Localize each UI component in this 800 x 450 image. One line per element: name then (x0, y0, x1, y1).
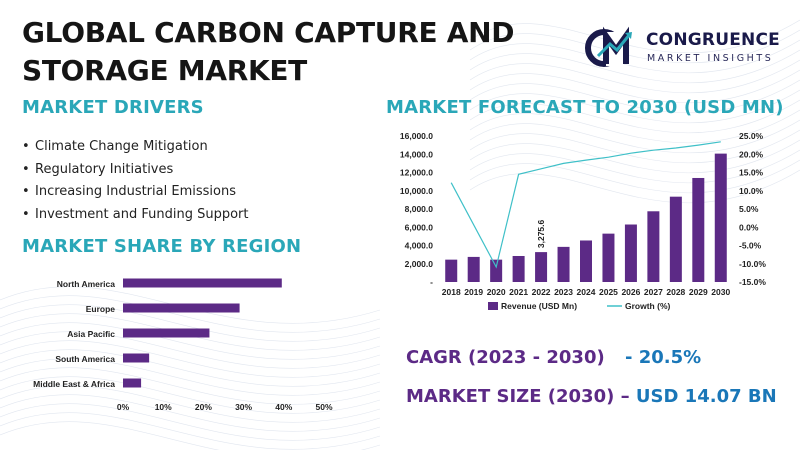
forecast-right-tick-label: 10.0% (739, 186, 764, 196)
page-title-line2: STORAGE MARKET (22, 54, 307, 87)
logo-mark-icon (585, 26, 632, 67)
revenue-bar (669, 196, 682, 282)
drivers-list: • Climate Change Mitigation • Regulatory I… (22, 136, 248, 226)
forecast-year-label: 2020 (487, 287, 506, 297)
cagr-kpi: CAGR (2023 - 2030) - 20.5% (406, 347, 701, 368)
region-bar (123, 303, 240, 313)
forecast-left-tick-label: 12,000.0 (400, 168, 433, 178)
revenue-data-label: 3,275.6 (536, 219, 546, 248)
driver-item: • Investment and Funding Support (22, 206, 249, 222)
logo-tagline: MARKET INSIGHTS (647, 53, 774, 64)
forecast-year-label: 2028 (666, 287, 685, 297)
region-heading: MARKET SHARE BY REGION (22, 236, 302, 257)
driver-item: • Climate Change Mitigation (22, 139, 208, 154)
market-size-value: USD 14.07 BN (635, 386, 777, 407)
region-x-tick-label: 40% (275, 402, 292, 412)
region-category-label: North America (57, 279, 116, 289)
region-x-tick-label: 30% (235, 402, 252, 412)
cagr-label: CAGR (2023 - 2030) (406, 347, 605, 368)
forecast-year-label: 2026 (621, 287, 640, 297)
forecast-left-tick-label: 16,000.0 (400, 131, 433, 141)
growth-line (450, 141, 721, 269)
revenue-bar (714, 153, 727, 282)
region-x-tick-label: 50% (315, 402, 332, 412)
revenue-bar (647, 211, 660, 282)
revenue-bar (512, 255, 525, 282)
legend-growth-label: Growth (%) (625, 301, 670, 311)
driver-item: • Increasing Industrial Emissions (22, 184, 236, 199)
forecast-year-label: 2023 (554, 287, 573, 297)
region-bar (123, 278, 282, 288)
forecast-year-label: 2021 (509, 287, 528, 297)
revenue-bar (445, 259, 458, 282)
region-category-label: Europe (86, 304, 116, 314)
forecast-year-label: 2030 (711, 287, 730, 297)
cagr-value: - 20.5% (624, 347, 702, 368)
region-category-label: Asia Pacific (67, 329, 115, 339)
region-x-tick-label: 10% (155, 402, 172, 412)
forecast-left-tick-label: 10,000.0 (400, 186, 433, 196)
forecast-left-tick-label: 8,000.0 (405, 204, 434, 214)
forecast-left-tick-label: 14,000.0 (400, 149, 433, 159)
forecast-right-tick-label: 15.0% (739, 168, 764, 178)
forecast-right-tick-label: 25.0% (739, 131, 764, 141)
revenue-bar (692, 177, 705, 282)
forecast-right-tick-label: -5.0% (739, 241, 762, 251)
forecast-year-label: 2027 (644, 287, 663, 297)
market-size-label: MARKET SIZE (2030) (406, 386, 615, 407)
forecast-right-tick-label: 20.0% (739, 149, 764, 159)
forecast-year-label: 2019 (464, 287, 483, 297)
drivers-heading: MARKET DRIVERS (22, 97, 204, 118)
region-bar (123, 328, 210, 338)
revenue-bar (490, 259, 503, 282)
forecast-right-tick-label: 0.0% (739, 222, 759, 232)
forecast-right-tick-label: -15.0% (739, 277, 766, 287)
revenue-bar (580, 240, 592, 282)
revenue-bar (535, 252, 548, 282)
forecast-year-label: 2024 (577, 287, 596, 297)
legend-revenue-label: Revenue (USD Mn) (501, 301, 577, 311)
forecast-left-tick-label: - (430, 277, 433, 287)
forecast-right-tick-label: 5.0% (739, 204, 759, 214)
region-category-label: Middle East & Africa (33, 379, 115, 389)
forecast-heading: MARKET FORECAST TO 2030 (USD MN) (386, 97, 784, 118)
revenue-bar (602, 233, 615, 282)
revenue-bar (624, 224, 637, 282)
region-category-label: South America (55, 354, 115, 364)
market-size-separator: – (620, 386, 630, 407)
logo-name: CONGRUENCE (646, 30, 780, 50)
company-logo: CONGRUENCE MARKET INSIGHTS (584, 26, 794, 70)
forecast-left-tick-label: 4,000.0 (405, 241, 434, 251)
forecast-left-tick-label: 6,000.0 (405, 222, 434, 232)
forecast-year-label: 2025 (599, 287, 618, 297)
forecast-year-label: 2018 (442, 287, 461, 297)
forecast-year-label: 2029 (689, 287, 708, 297)
region-bar (123, 378, 142, 388)
region-x-tick-label: 20% (195, 402, 212, 412)
revenue-bar (557, 246, 570, 282)
legend-revenue-swatch (488, 302, 498, 310)
region-share-chart: North America Europe Asia Pacific South Ame… (33, 278, 333, 412)
driver-item: • Regulatory Initiatives (22, 161, 174, 177)
page-title: GLOBAL CARBON CAPTURE AND STORAGE MARKET (22, 14, 582, 90)
revenue-bar (467, 256, 480, 282)
region-x-tick-label: 0% (117, 402, 130, 412)
forecast-chart: - 2,000.0 4,000.0 6,000.0 8,000.0 10,000.0 12,… (400, 131, 766, 311)
page-title-line1: GLOBAL CARBON CAPTURE AND (22, 16, 515, 49)
market-size-kpi: MARKET SIZE (2030) – USD 14.07 BN (406, 386, 777, 407)
forecast-left-tick-label: 2,000.0 (405, 259, 434, 269)
region-bar (123, 353, 150, 363)
forecast-year-label: 2022 (532, 287, 551, 297)
forecast-right-tick-label: -10.0% (739, 259, 766, 269)
